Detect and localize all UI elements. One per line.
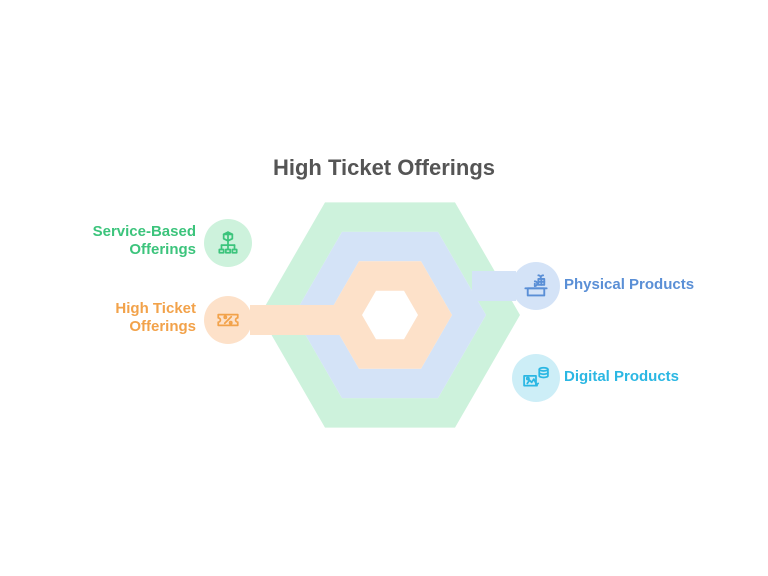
icon-digital-products — [512, 354, 560, 402]
icon-physical-products — [512, 262, 560, 310]
bar-physical-products — [472, 271, 516, 301]
gift-cart-icon — [523, 273, 549, 299]
label-high-ticket: High Ticket Offerings — [76, 300, 196, 336]
bar-high-ticket — [250, 305, 346, 335]
label-digital-products: Digital Products — [564, 368, 724, 386]
diagram-title: High Ticket Offerings — [0, 155, 768, 181]
hex-orange — [328, 253, 452, 377]
icon-service-based — [204, 219, 252, 267]
label-physical-products: Physical Products — [564, 276, 724, 294]
media-db-icon — [523, 365, 549, 391]
ticket-percent-icon — [215, 307, 241, 333]
label-service-based: Service-Based Offerings — [66, 223, 196, 259]
icon-high-ticket — [204, 296, 252, 344]
diagram-stage: { "title": { "text": "High Ticket Offeri… — [0, 0, 768, 576]
box-tree-icon — [215, 230, 241, 256]
